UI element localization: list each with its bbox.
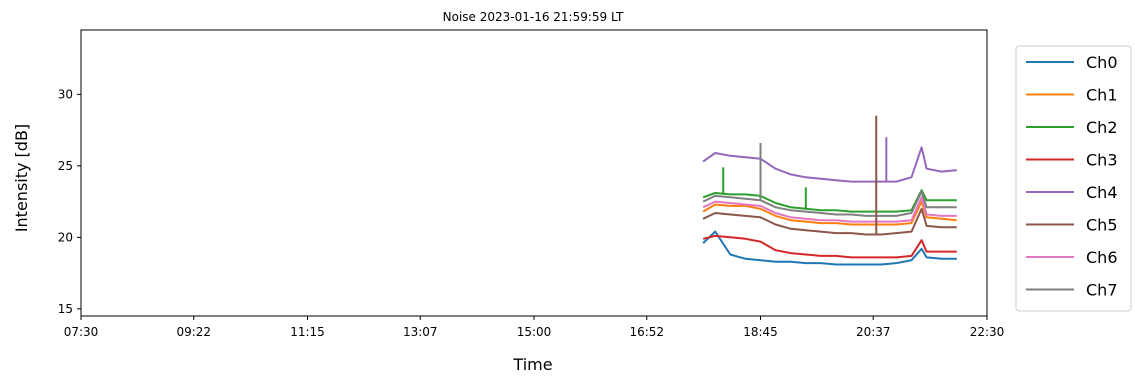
x-axis-label: Time: [512, 355, 552, 374]
legend-label-ch6: Ch6: [1086, 248, 1118, 267]
y-tick-label: 25: [58, 159, 73, 173]
y-axis-ticks: 15 20 25 30: [58, 87, 81, 316]
x-tick-label: 22:30: [970, 325, 1005, 339]
x-tick-label: 18:45: [743, 325, 778, 339]
x-tick-label: 07:30: [64, 325, 99, 339]
legend-label-ch5: Ch5: [1086, 216, 1118, 235]
chart-title: Noise 2023-01-16 21:59:59 LT: [443, 10, 624, 24]
legend-label-ch1: Ch1: [1086, 86, 1118, 105]
legend-label-ch2: Ch2: [1086, 118, 1118, 137]
series-line-ch1: [702, 200, 957, 226]
x-axis-ticks: 07:30 09:22 11:15 13:07 15:00 16:52 18:45 20:37…: [64, 316, 1005, 339]
series-line-ch4: [702, 146, 957, 183]
series-line-ch6: [702, 196, 957, 223]
legend-label-ch4: Ch4: [1086, 183, 1118, 202]
x-tick-label: 13:07: [403, 325, 438, 339]
y-tick-label: 20: [58, 230, 73, 244]
x-tick-label: 11:15: [290, 325, 325, 339]
legend-label-ch0: Ch0: [1086, 53, 1118, 72]
x-tick-label: 15:00: [517, 325, 552, 339]
series-line-ch2: [702, 189, 957, 213]
axes-frame: [80, 29, 988, 317]
legend-box: [1015, 45, 1132, 312]
x-tick-label: 09:22: [176, 325, 211, 339]
x-tick-label: 20:37: [856, 325, 891, 339]
legend-label-ch7: Ch7: [1086, 281, 1118, 300]
y-tick-label: 15: [58, 302, 73, 316]
series-line-ch5: [702, 207, 957, 236]
series-line-ch3: [702, 234, 957, 259]
x-tick-label: 16:52: [629, 325, 664, 339]
series-line-ch0: [702, 230, 957, 266]
plot-area: [702, 115, 957, 266]
y-axis-label: Intensity [dB]: [12, 124, 31, 232]
series-line-ch7: [702, 190, 957, 217]
legend: Ch0 Ch1 Ch2 Ch3 Ch4 Ch5 Ch6 Ch7: [1015, 45, 1132, 312]
legend-label-ch3: Ch3: [1086, 151, 1118, 170]
y-tick-label: 30: [58, 87, 73, 101]
